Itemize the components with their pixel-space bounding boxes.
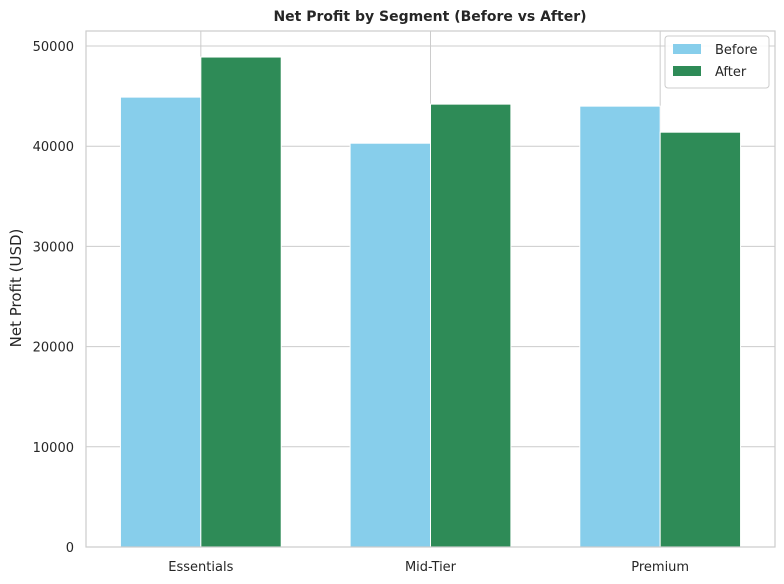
bar-before-premium xyxy=(579,105,661,548)
y-tick-label: 10000 xyxy=(33,441,74,456)
bar-after-essentials xyxy=(200,56,282,548)
legend-label: After xyxy=(715,65,747,80)
bar-after-premium xyxy=(659,131,742,548)
legend-label: Before xyxy=(715,43,758,58)
chart-title: Net Profit by Segment (Before vs After) xyxy=(273,9,586,25)
y-tick-label: 0 xyxy=(66,541,74,556)
y-axis-label: Net Profit (USD) xyxy=(7,229,25,348)
bar-before-mid-tier xyxy=(349,142,431,548)
legend-swatch xyxy=(673,44,701,54)
x-tick-label: Mid-Tier xyxy=(405,560,457,575)
plot-frame xyxy=(85,30,776,548)
tick-labels: 0 10000 20000 30000 40000 50000 Essentials Mid-… xyxy=(33,40,689,575)
legend: Before After xyxy=(664,35,770,89)
bar-before-essentials xyxy=(119,96,202,548)
x-tick-label: Premium xyxy=(631,560,689,575)
y-tick-label: 30000 xyxy=(33,240,74,255)
y-tick-label: 40000 xyxy=(33,140,74,155)
legend-swatch xyxy=(673,66,701,76)
y-tick-label: 20000 xyxy=(33,341,74,356)
x-tick-label: Essentials xyxy=(168,560,233,575)
bar-after-mid-tier xyxy=(430,103,512,548)
bars xyxy=(119,56,742,548)
y-tick-label: 50000 xyxy=(33,40,74,55)
